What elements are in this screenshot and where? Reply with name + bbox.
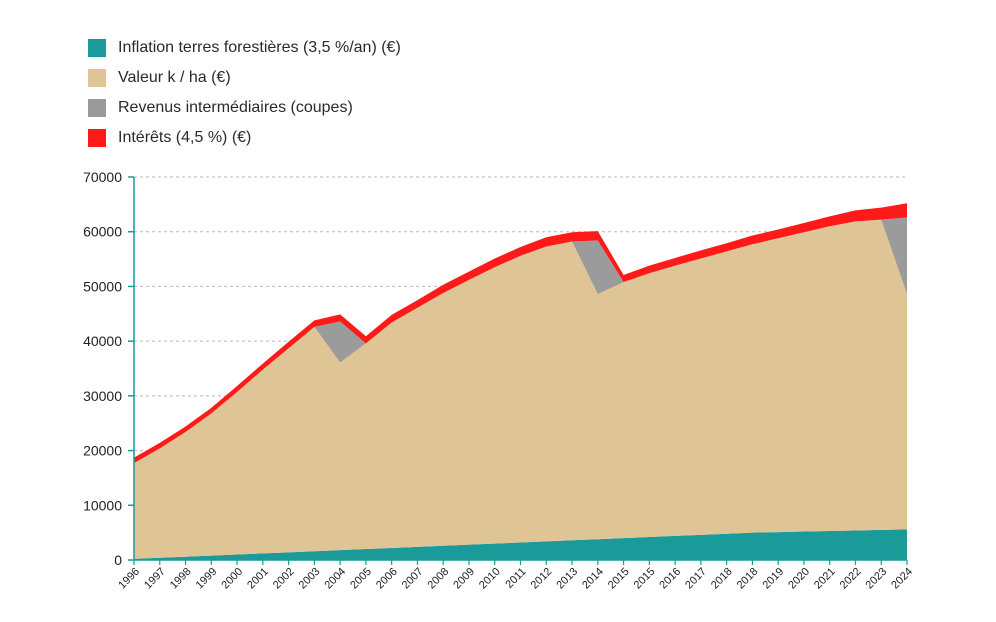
x-tick-label-15: 2011	[503, 566, 528, 591]
area-valeur	[134, 219, 907, 559]
area-inflation	[134, 529, 907, 560]
legend-label-interets: Intérêts (4,5 %) (€)	[118, 129, 252, 146]
y-tick-label-50000: 50000	[83, 278, 122, 294]
stacked-areas	[134, 203, 907, 560]
x-tick-label-2: 1998	[168, 566, 194, 592]
x-tick-label-19: 2015	[606, 566, 632, 592]
legend-swatch-valeur	[88, 69, 106, 87]
y-axis-ticks: 0 10000 20000 30000 40000 50000 60000 70000	[83, 169, 134, 568]
legend-label-revenus: Revenus intermédiaires (coupes)	[118, 99, 353, 116]
x-tick-label-9: 2005	[348, 566, 374, 592]
x-tick-label-13: 2009	[451, 566, 477, 592]
legend-item-interets: Intérêts (4,5 %) (€)	[88, 123, 401, 153]
x-tick-label-11: 2007	[400, 566, 426, 592]
y-tick-label-20000: 20000	[83, 443, 122, 459]
x-tick-label-18: 2014	[580, 566, 606, 592]
legend-item-inflation: Inflation terres forestières (3,5 %/an) …	[88, 33, 401, 63]
x-tick-label-27: 2021	[812, 566, 838, 592]
y-tick-label-0: 0	[114, 552, 122, 568]
legend-swatch-revenus	[88, 99, 106, 117]
legend: Inflation terres forestières (3,5 %/an) …	[88, 33, 401, 153]
y-tick-label-70000: 70000	[83, 169, 122, 185]
legend-item-revenus: Revenus intermédiaires (coupes)	[88, 93, 401, 123]
x-tick-label-28: 2022	[838, 566, 864, 592]
x-tick-label-1: 1997	[142, 566, 168, 592]
y-tick-label-40000: 40000	[83, 333, 122, 349]
area-interets	[134, 203, 907, 464]
x-tick-label-29: 2023	[864, 566, 890, 592]
x-tick-label-24: 2018	[735, 566, 761, 592]
x-tick-label-12: 2008	[426, 566, 452, 592]
x-tick-label-3: 1999	[194, 566, 220, 592]
legend-swatch-interets	[88, 129, 106, 147]
x-tick-label-6: 2002	[271, 566, 297, 592]
x-tick-label-17: 2013	[554, 566, 580, 592]
x-tick-label-7: 2003	[297, 566, 323, 592]
x-tick-label-20: 2015	[632, 566, 658, 592]
y-tick-label-10000: 10000	[83, 497, 122, 513]
x-tick-label-14: 2010	[477, 566, 503, 592]
legend-label-inflation: Inflation terres forestières (3,5 %/an) …	[118, 39, 401, 56]
x-tick-label-10: 2006	[374, 566, 400, 592]
x-tick-label-5: 2001	[245, 566, 271, 592]
x-tick-label-0: 1996	[116, 566, 142, 592]
x-tick-label-22: 2017	[683, 566, 709, 592]
legend-swatch-inflation	[88, 39, 106, 57]
x-tick-label-30: 2024	[889, 566, 915, 592]
legend-item-valeur: Valeur k / ha (€)	[88, 63, 401, 93]
legend-label-valeur: Valeur k / ha (€)	[118, 69, 231, 86]
x-tick-label-4: 2000	[219, 566, 245, 592]
x-tick-label-8: 2004	[322, 566, 348, 592]
x-tick-label-25: 2019	[760, 566, 786, 592]
x-tick-label-16: 2012	[529, 566, 555, 592]
y-tick-label-60000: 60000	[83, 224, 122, 240]
x-axis-ticks: 1996 1997 1998 1999 2000 2001 2002 2003 2004 2005…	[116, 560, 915, 591]
x-tick-label-21: 2016	[657, 566, 683, 592]
x-tick-label-26: 2020	[786, 566, 812, 592]
y-tick-label-30000: 30000	[83, 388, 122, 404]
x-tick-label-23: 2018	[709, 566, 735, 592]
